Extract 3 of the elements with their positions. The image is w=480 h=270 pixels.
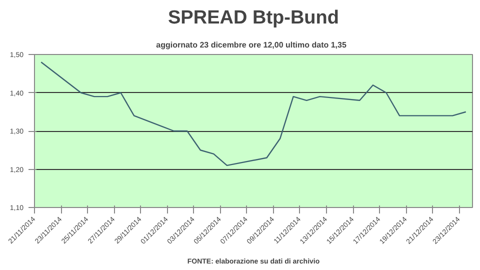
chart-subtitle: aggiornato 23 dicembre ore 12,00 ultimo dato 1,35	[156, 40, 347, 50]
chart-title: SPREAD Btp-Bund	[168, 8, 339, 28]
line-series	[40, 62, 466, 166]
